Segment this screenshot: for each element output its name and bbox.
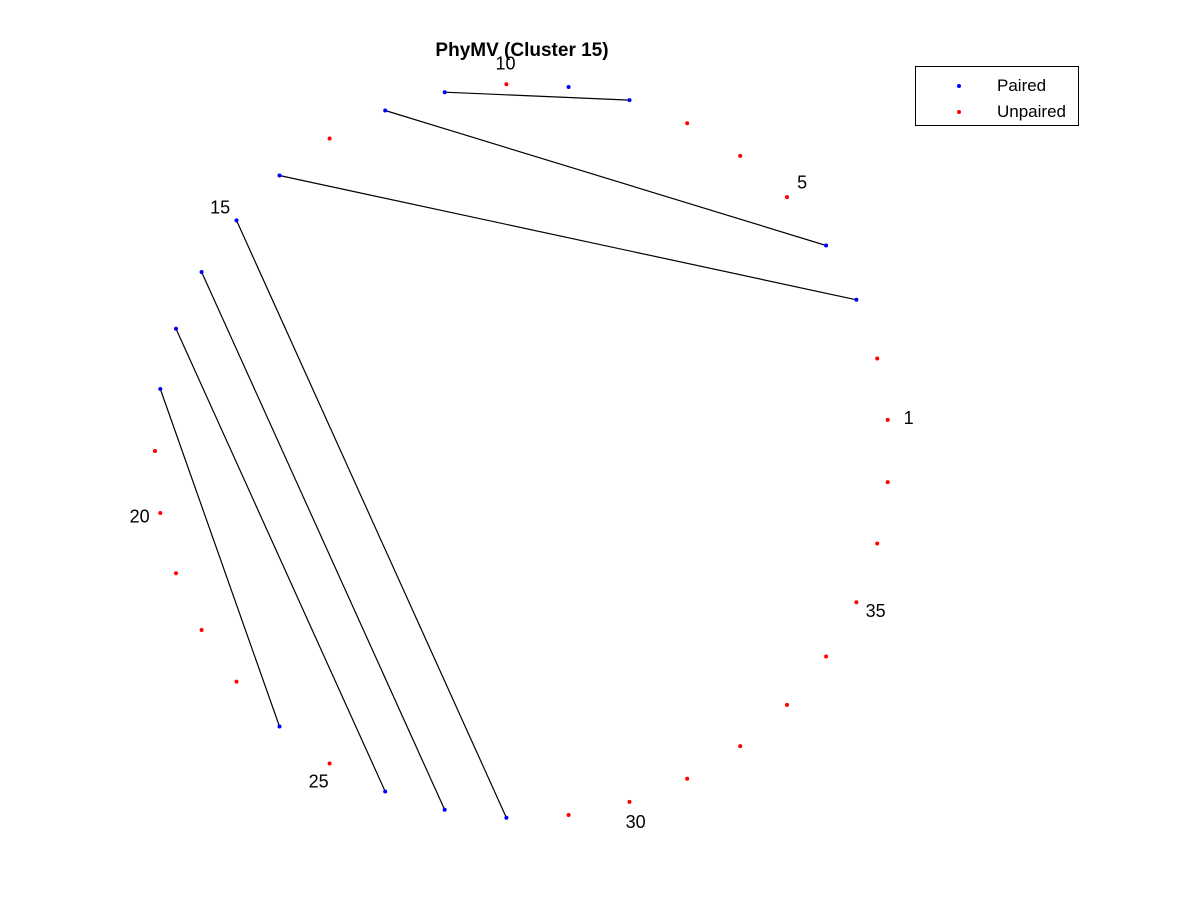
unpaired-point-23 (234, 679, 239, 684)
legend-item-paired: Paired (916, 73, 1078, 99)
legend-label-unpaired: Unpaired (997, 102, 1066, 121)
unpaired-point-2 (875, 356, 880, 361)
unpaired-point-7 (685, 121, 690, 126)
unpaired-point-22 (199, 628, 204, 632)
pair-line-17-26 (175, 328, 386, 792)
unpaired-point-21 (174, 571, 178, 576)
tick-label-10: 10 (495, 53, 515, 73)
paired-point-8 (627, 98, 632, 103)
paired-point-17 (174, 326, 178, 331)
tick-label-30: 30 (626, 812, 646, 832)
unpaired-point-34 (824, 654, 829, 659)
unpaired-point-30 (627, 799, 632, 804)
paired-point-18 (158, 387, 163, 391)
paired-point-3 (854, 297, 859, 302)
paired-point-4 (824, 243, 829, 248)
paired-point-12 (383, 108, 388, 113)
paired-point-28 (504, 815, 509, 820)
legend-marker-paired (957, 84, 961, 88)
paired-point-24 (277, 724, 282, 729)
legend: Paired Unpaired (915, 66, 1079, 126)
paired-point-16 (199, 270, 204, 274)
tick-label-25: 25 (309, 771, 329, 791)
unpaired-point-13 (327, 136, 332, 141)
pair-line-8-11 (444, 91, 630, 101)
paired-point-11 (442, 90, 447, 95)
tick-label-5: 5 (797, 173, 807, 193)
unpaired-point-10 (504, 82, 509, 87)
unpaired-point-1 (885, 417, 890, 422)
tick-label-15: 15 (210, 197, 230, 217)
paired-point-15 (234, 218, 239, 223)
pair-line-18-24 (159, 388, 281, 727)
unpaired-point-25 (327, 761, 332, 766)
chart-title: PhyMV (Cluster 15) (435, 40, 609, 61)
unpaired-point-36 (875, 541, 880, 546)
unpaired-point-5 (785, 195, 789, 200)
pair-line-3-14 (279, 174, 857, 301)
unpaired-point-37 (885, 480, 890, 485)
unpaired-point-6 (738, 153, 743, 158)
unpaired-point-31 (685, 776, 690, 781)
tick-label-20: 20 (130, 507, 150, 527)
legend-label-paired: Paired (997, 76, 1047, 95)
unpaired-point-32 (738, 744, 743, 749)
legend-item-unpaired: Unpaired (916, 99, 1078, 125)
pair-line-15-28 (235, 220, 507, 818)
unpaired-point-19 (153, 449, 157, 453)
pair-line-4-12 (385, 109, 827, 247)
unpaired-point-33 (785, 702, 789, 707)
paired-point-14 (277, 173, 282, 178)
unpaired-point-29 (566, 813, 571, 817)
pair-line-16-27 (201, 271, 446, 811)
paired-point-26 (383, 789, 388, 794)
unpaired-point-20 (158, 511, 163, 515)
tick-label-1: 1 (904, 408, 914, 428)
paired-point-9 (566, 85, 571, 89)
legend-marker-unpaired (957, 110, 961, 114)
unpaired-point-35 (854, 600, 859, 605)
tick-label-35: 35 (866, 601, 886, 621)
paired-point-27 (442, 807, 447, 812)
